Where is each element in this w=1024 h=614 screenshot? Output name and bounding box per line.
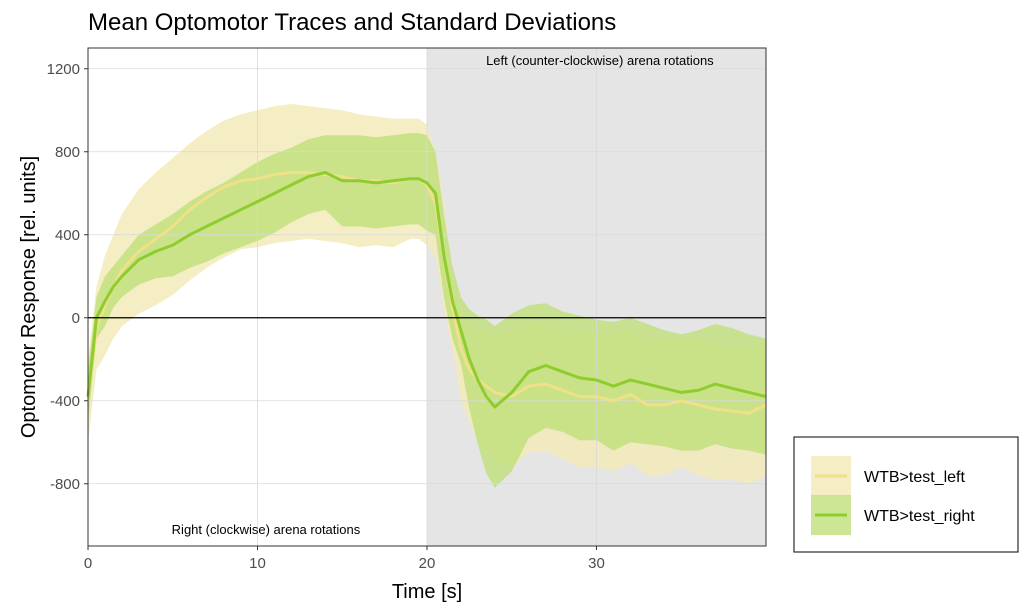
chart-title: Mean Optomotor Traces and Standard Devia… — [88, 9, 616, 36]
annotation-right-rotation: Right (clockwise) arena rotations — [172, 522, 361, 537]
mean-lines — [86, 171, 767, 415]
y-tick-label: -800 — [50, 476, 80, 493]
y-tick-label: 800 — [55, 144, 80, 161]
axis-ticks: 1200 800 400 0 -400 -800 0 10 20 30 — [47, 61, 605, 572]
y-axis-label: Optomotor Response [rel. units] — [18, 156, 40, 438]
y-tick-label: -400 — [50, 393, 80, 410]
legend: WTB>test_left WTB>test_right — [793, 436, 1019, 553]
x-tick-label: 0 — [84, 555, 92, 572]
x-tick-label: 10 — [249, 555, 266, 572]
legend-label-left: WTB>test_left — [864, 469, 965, 486]
mean-line-left — [86, 171, 767, 415]
legend-label-right: WTB>test_right — [864, 508, 975, 525]
y-tick-label: 400 — [55, 227, 80, 244]
y-tick-label: 0 — [72, 310, 80, 327]
x-tick-label: 30 — [588, 555, 605, 572]
y-tick-label: 1200 — [47, 61, 80, 78]
x-tick-label: 20 — [419, 555, 436, 572]
mean-line-right — [86, 171, 767, 409]
annotation-left-rotation: Left (counter-clockwise) arena rotations — [486, 53, 714, 68]
x-axis-label: Time [s] — [392, 581, 462, 603]
